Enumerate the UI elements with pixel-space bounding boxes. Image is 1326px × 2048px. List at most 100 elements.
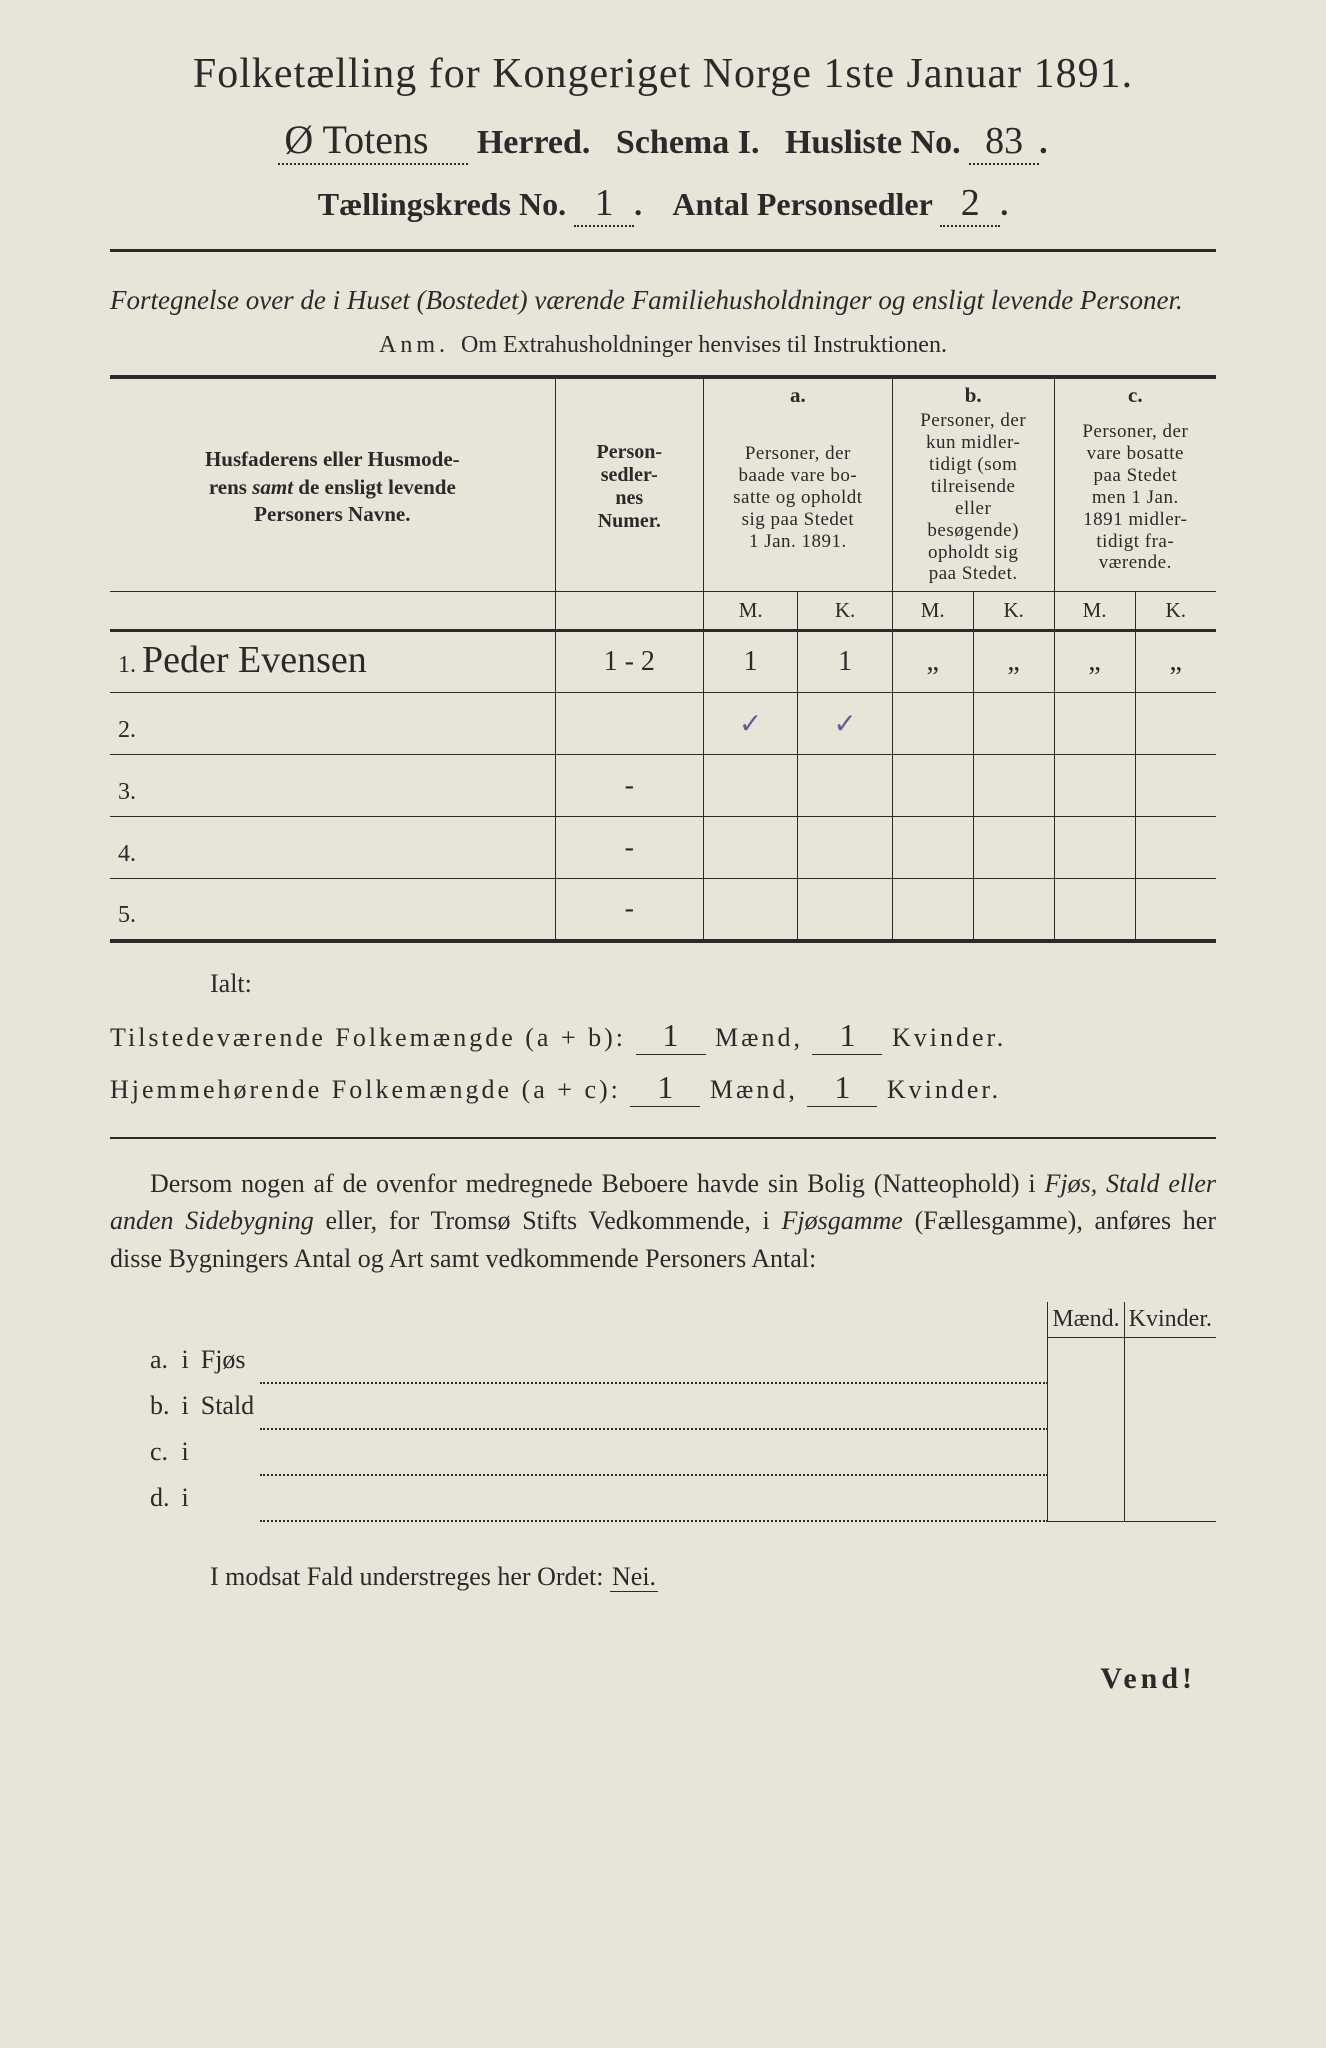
sum2-k: 1 [807, 1069, 877, 1107]
abcd-row: b. i Stald [110, 1383, 1216, 1429]
numer-cell: - [555, 879, 703, 941]
abcd-label: a. [110, 1337, 176, 1383]
cell [798, 879, 892, 941]
cell [703, 879, 797, 941]
cell [703, 755, 797, 817]
cell [1054, 755, 1135, 817]
cell [1135, 693, 1216, 755]
sum1-klabel: Kvinder. [892, 1023, 1006, 1052]
col-a-k: K. [798, 592, 892, 631]
cell: 1 [798, 631, 892, 693]
row-num: 3. [110, 755, 555, 817]
cell [892, 693, 973, 755]
abcd-i: i [176, 1383, 195, 1429]
cell [1054, 817, 1135, 879]
anm-line: Anm. Om Extrahusholdninger henvises til … [110, 332, 1216, 359]
abcd-i: i [176, 1337, 195, 1383]
row-num: 4. [110, 817, 555, 879]
col-b-m: M. [892, 592, 973, 631]
cell: ✓ [703, 693, 797, 755]
name-cell: Peder Evensen [142, 639, 367, 681]
sum-hjemmehoerende: Hjemmehørende Folkemængde (a + c): 1 Mæn… [110, 1069, 1216, 1107]
numer-cell: 1 - 2 [555, 631, 703, 693]
col-c-m: M. [1054, 592, 1135, 631]
cell: „ [892, 631, 973, 693]
col-b-label: b. [892, 377, 1054, 408]
col-numer-header: Person-sedler-nesNumer. [555, 377, 703, 591]
abcd-cat: Fjøs [195, 1337, 260, 1383]
abcd-table: Mænd. Kvinder. a. i Fjøs b. i Stald c. i… [110, 1302, 1216, 1523]
cell [892, 879, 973, 941]
sum1-m: 1 [636, 1017, 706, 1055]
cell [1135, 879, 1216, 941]
cell [973, 755, 1054, 817]
numer-cell: - [555, 755, 703, 817]
sum2-klabel: Kvinder. [887, 1075, 1001, 1104]
cell [1054, 693, 1135, 755]
abcd-row: d. i [110, 1475, 1216, 1521]
cell: 1 [703, 631, 797, 693]
abcd-row: a. i Fjøs [110, 1337, 1216, 1383]
row-num: 1. [118, 652, 136, 678]
main-table: Husfaderens eller Husmode-rens samt de e… [110, 375, 1216, 942]
col-a-desc: Personer, derbaade vare bo-satte og opho… [703, 408, 892, 591]
table-row: 5. - [110, 879, 1216, 941]
schema-label: Schema I. [616, 124, 760, 161]
cell: „ [973, 631, 1054, 693]
nei-word: Nei. [610, 1562, 658, 1592]
abcd-cat: Stald [195, 1383, 260, 1429]
cell: „ [1135, 631, 1216, 693]
header-line-2: Ø Totens Herred. Schema I. Husliste No. … [110, 116, 1216, 165]
building-paragraph: Dersom nogen af de ovenfor medregnede Be… [110, 1165, 1216, 1278]
cell [973, 879, 1054, 941]
page-title: Folketælling for Kongeriget Norge 1ste J… [110, 50, 1216, 98]
col-c-label: c. [1054, 377, 1216, 408]
sum2-m: 1 [630, 1069, 700, 1107]
table-row: 1. Peder Evensen 1 - 2 1 1 „ „ „ „ [110, 631, 1216, 693]
col-a-label: a. [703, 377, 892, 408]
kreds-label: Tællingskreds No. [318, 186, 566, 222]
sum-tilstedevaerende: Tilstedeværende Folkemængde (a + b): 1 M… [110, 1017, 1216, 1055]
vend-label: Vend! [110, 1662, 1216, 1696]
cell [892, 755, 973, 817]
row-num: 5. [110, 879, 555, 941]
cell: „ [1054, 631, 1135, 693]
abcd-label: c. [110, 1429, 176, 1475]
header-line-3: Tællingskreds No. 1. Antal Personsedler … [110, 181, 1216, 227]
sum2-label: Hjemmehørende Folkemængde (a + c): [110, 1075, 621, 1104]
col-name-header: Husfaderens eller Husmode-rens samt de e… [110, 377, 555, 591]
divider [110, 249, 1216, 252]
col-b-desc: Personer, derkun midler-tidigt (somtilre… [892, 408, 1054, 591]
cell [1054, 879, 1135, 941]
husliste-label: Husliste No. [785, 124, 961, 161]
modsat-text: I modsat Fald understreges her Ordet: [210, 1562, 604, 1591]
antal-value: 2 [940, 181, 1000, 227]
numer-cell [555, 693, 703, 755]
col-c-desc: Personer, dervare bosattepaa Stedetmen 1… [1054, 408, 1216, 591]
herred-value: Ø Totens [278, 116, 468, 165]
cell: ✓ [798, 693, 892, 755]
sum1-label: Tilstedeværende Folkemængde (a + b): [110, 1023, 626, 1052]
numer-cell: - [555, 817, 703, 879]
col-b-k: K. [973, 592, 1054, 631]
table-row: 4. - [110, 817, 1216, 879]
modsat-line: I modsat Fald understreges her Ordet: Ne… [210, 1562, 1216, 1592]
herred-label: Herred. [477, 124, 591, 161]
table-row: 2. ✓ ✓ [110, 693, 1216, 755]
cell [798, 817, 892, 879]
cell [1135, 755, 1216, 817]
kreds-value: 1 [574, 181, 634, 227]
sum2-mlabel: Mænd, [710, 1075, 798, 1104]
row-num: 2. [110, 693, 555, 755]
sum1-k: 1 [812, 1017, 882, 1055]
maend-header: Mænd. [1048, 1302, 1124, 1338]
abcd-i: i [176, 1475, 195, 1521]
husliste-value: 83 [969, 119, 1039, 165]
anm-text: Om Extrahusholdninger henvises til Instr… [461, 332, 947, 358]
cell [973, 693, 1054, 755]
antal-label: Antal Personsedler [672, 186, 932, 222]
divider [110, 1137, 1216, 1139]
cell [892, 817, 973, 879]
abcd-label: d. [110, 1475, 176, 1521]
sum1-mlabel: Mænd, [715, 1023, 803, 1052]
